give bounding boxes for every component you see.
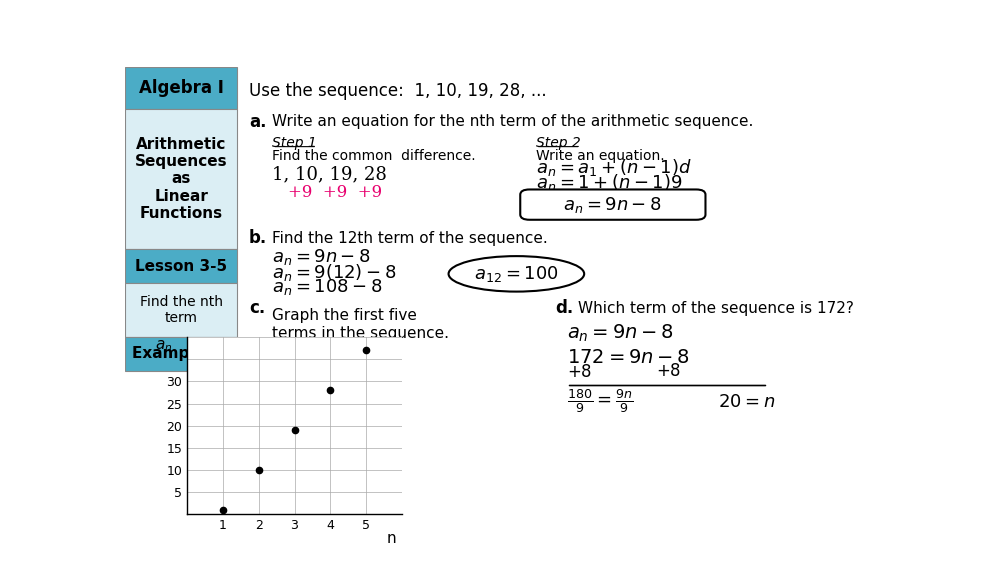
- Text: Write an equation.: Write an equation.: [536, 149, 664, 163]
- Text: Step 2: Step 2: [536, 136, 580, 150]
- Text: a.: a.: [249, 112, 266, 130]
- FancyBboxPatch shape: [125, 337, 237, 371]
- Text: Graph the first five
terms in the sequence.: Graph the first five terms in the sequen…: [272, 309, 449, 341]
- Text: $+8$: $+8$: [656, 362, 681, 380]
- FancyBboxPatch shape: [520, 189, 705, 220]
- Text: $a_{12} = 100$: $a_{12} = 100$: [474, 264, 559, 284]
- Text: Write an equation for the nth term of the arithmetic sequence.: Write an equation for the nth term of th…: [272, 114, 754, 129]
- FancyBboxPatch shape: [125, 283, 237, 337]
- Text: Find the 12th term of the sequence.: Find the 12th term of the sequence.: [272, 231, 548, 246]
- Text: Step 1: Step 1: [272, 136, 317, 150]
- Text: $+8$: $+8$: [567, 364, 592, 381]
- Text: +9  +9  +9: +9 +9 +9: [288, 184, 382, 201]
- Text: c.: c.: [249, 300, 265, 318]
- Text: Find the nth
term: Find the nth term: [140, 295, 223, 325]
- Text: b.: b.: [249, 229, 267, 247]
- Text: $a_n = a_1 + (n-1)d$: $a_n = a_1 + (n-1)d$: [536, 157, 692, 178]
- Text: Lesson 3-5: Lesson 3-5: [135, 259, 227, 274]
- Text: Arithmetic
Sequences
as
Linear
Functions: Arithmetic Sequences as Linear Functions: [135, 137, 228, 221]
- Text: $a_n = 9n - 8$: $a_n = 9n - 8$: [272, 247, 371, 267]
- Text: $a_n = 108 - 8$: $a_n = 108 - 8$: [272, 277, 383, 297]
- Text: $a_n = 9n - 8$: $a_n = 9n - 8$: [567, 323, 674, 345]
- Text: Example 3a: Example 3a: [132, 346, 231, 361]
- Text: n: n: [386, 531, 396, 546]
- Text: $a_n = 1 + 9n - 9$: $a_n = 1 + 9n - 9$: [536, 188, 668, 208]
- Text: 1, 10, 19, 28: 1, 10, 19, 28: [272, 166, 387, 184]
- Text: Which term of the sequence is 172?: Which term of the sequence is 172?: [578, 301, 854, 316]
- Text: $a_n = 9n - 8$: $a_n = 9n - 8$: [563, 194, 662, 215]
- Text: $172 = 9n - 8$: $172 = 9n - 8$: [567, 349, 690, 367]
- Text: Algebra I: Algebra I: [139, 79, 224, 97]
- Text: $a_n = 1 + (n-1)9$: $a_n = 1 + (n-1)9$: [536, 173, 682, 193]
- Text: $a_n$: $a_n$: [155, 338, 172, 354]
- Text: d.: d.: [555, 300, 573, 318]
- FancyBboxPatch shape: [125, 108, 237, 249]
- FancyBboxPatch shape: [125, 67, 237, 108]
- Text: $\frac{180}{9} = \frac{9n}{9}$: $\frac{180}{9} = \frac{9n}{9}$: [567, 388, 633, 415]
- FancyBboxPatch shape: [125, 249, 237, 283]
- Text: $a_n = 9(12) - 8$: $a_n = 9(12) - 8$: [272, 262, 397, 283]
- Ellipse shape: [449, 256, 584, 292]
- Text: Find the common  difference.: Find the common difference.: [272, 149, 476, 163]
- Text: $20 = n$: $20 = n$: [718, 392, 775, 410]
- Text: Use the sequence:  1, 10, 19, 28, ...: Use the sequence: 1, 10, 19, 28, ...: [249, 82, 547, 100]
